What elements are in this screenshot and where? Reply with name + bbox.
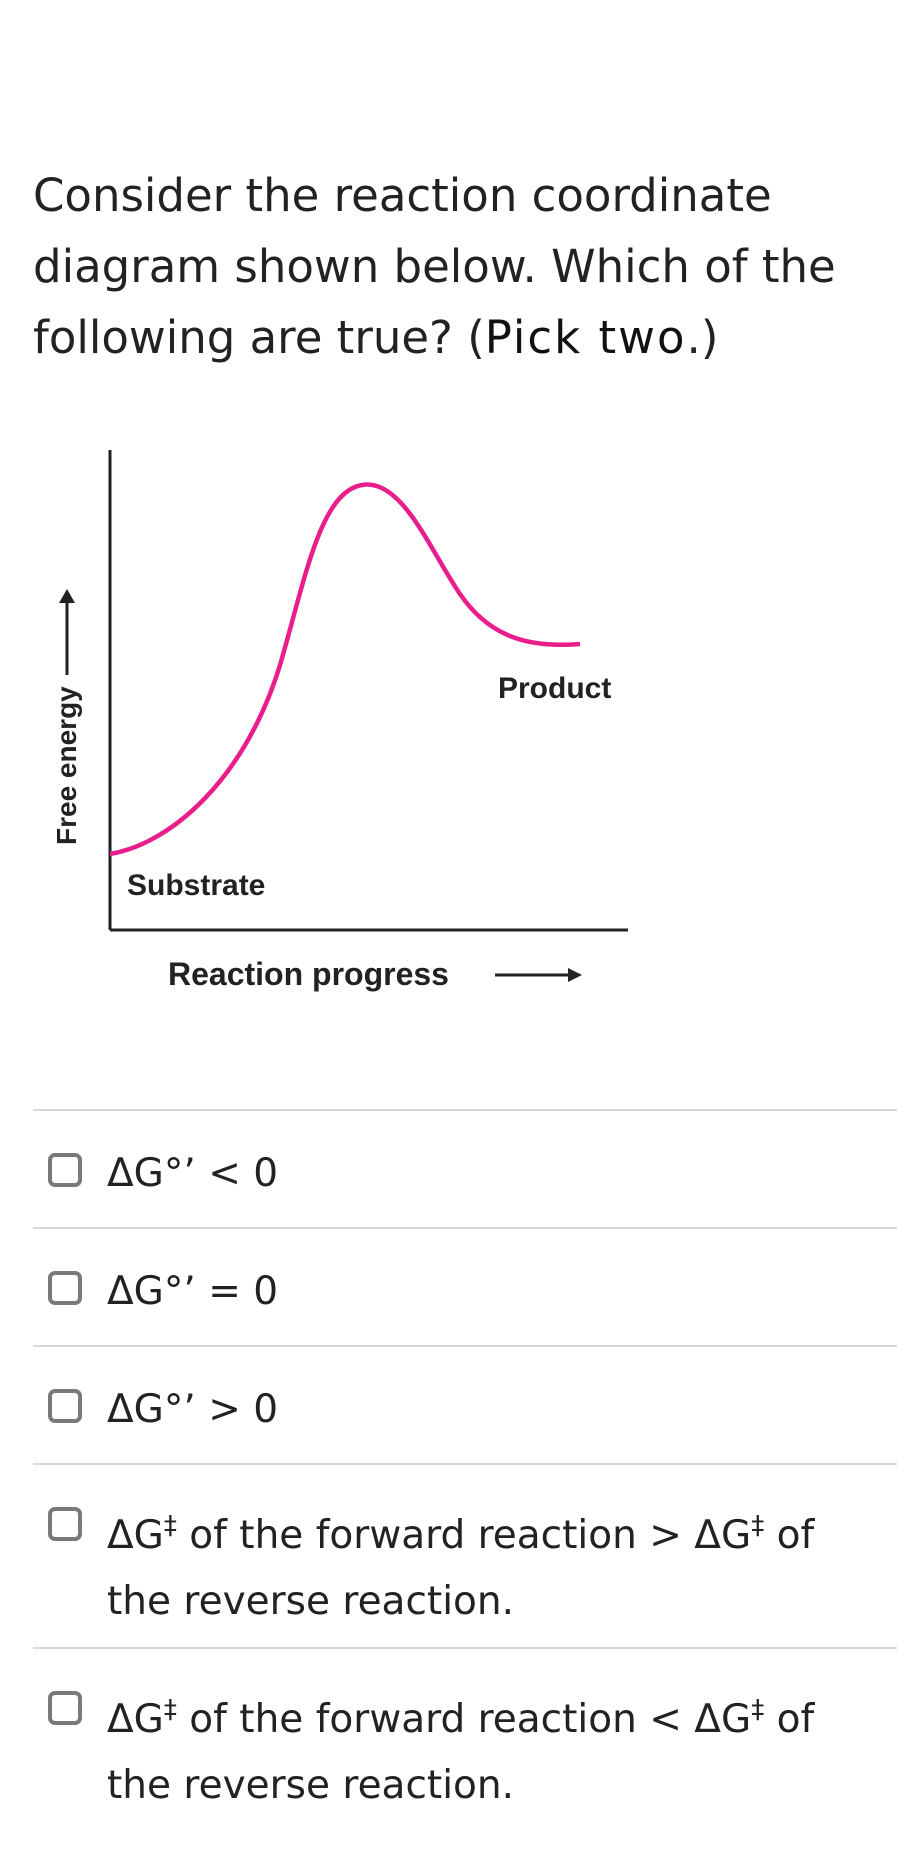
dagger-symbol: ‡ (751, 1511, 765, 1541)
y-axis-arrow-head (59, 589, 75, 603)
x-axis-arrow-head (568, 968, 582, 982)
dagger-symbol: ‡ (163, 1511, 177, 1541)
checkbox[interactable] (48, 1507, 82, 1541)
option-label: ΔG°’ = 0 (107, 1269, 279, 1314)
checkbox[interactable] (48, 1271, 82, 1305)
product-label: Product (498, 672, 611, 705)
checkbox[interactable] (48, 1153, 82, 1187)
option-item[interactable]: ΔG°’ = 0 (33, 1227, 897, 1345)
answer-options: ΔG°’ < 0 ΔG°’ = 0 ΔG°’ > 0 ΔG‡ of the fo… (33, 1109, 897, 1831)
checkbox[interactable] (48, 1691, 82, 1725)
option-label: ΔG‡ of the forward reaction > ΔG‡ of the… (107, 1493, 867, 1635)
option-item[interactable]: ΔG°’ < 0 (33, 1109, 897, 1227)
option-item[interactable]: ΔG°’ > 0 (33, 1345, 897, 1463)
energy-curve (109, 482, 581, 857)
option-label: ΔG°’ < 0 (107, 1151, 279, 1196)
x-axis-label: Reaction progress (168, 956, 449, 992)
y-axis-label-group: Free energy (51, 589, 82, 845)
option-label: ΔG°’ > 0 (107, 1387, 279, 1432)
option-suffix: of the reverse reaction. (107, 1697, 815, 1808)
checkbox[interactable] (48, 1389, 82, 1423)
option-prefix: ΔG (107, 1513, 164, 1558)
question-text: Consider the reaction coordinate diagram… (33, 160, 893, 373)
option-middle: of the forward reaction < ΔG (176, 1697, 752, 1742)
option-label: ΔG‡ of the forward reaction < ΔG‡ of the… (107, 1677, 867, 1819)
substrate-label: Substrate (127, 869, 265, 902)
question-end: .) (686, 311, 719, 364)
option-item[interactable]: ΔG‡ of the forward reaction < ΔG‡ of the… (33, 1647, 897, 1831)
question-main: Consider the reaction coordinate diagram… (33, 169, 836, 364)
y-axis-label: Free energy (51, 686, 82, 845)
dagger-symbol: ‡ (163, 1695, 177, 1725)
diagram-svg: Free energy Substrate Product Reaction p… (51, 450, 628, 992)
dagger-symbol: ‡ (751, 1695, 765, 1725)
reaction-coordinate-diagram: Free energy Substrate Product Reaction p… (0, 430, 680, 1030)
option-item[interactable]: ΔG‡ of the forward reaction > ΔG‡ of the… (33, 1463, 897, 1647)
option-prefix: ΔG (107, 1697, 164, 1742)
option-suffix: of the reverse reaction. (107, 1513, 815, 1624)
option-middle: of the forward reaction > ΔG (176, 1513, 752, 1558)
question-emphasis: Pick two (484, 311, 687, 364)
